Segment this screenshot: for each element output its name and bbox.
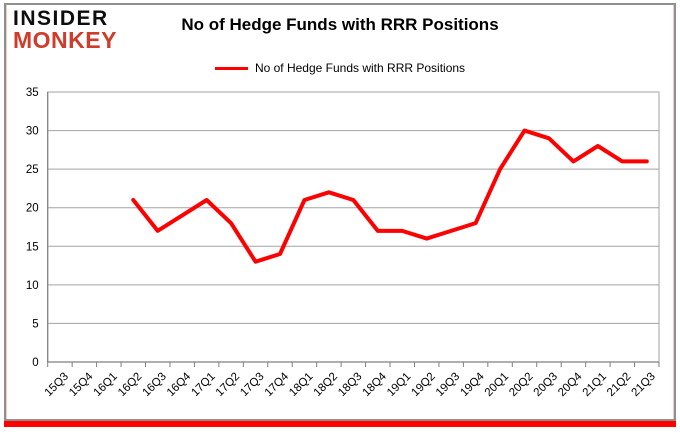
svg-text:16Q1: 16Q1 [92, 371, 120, 399]
svg-text:25: 25 [26, 164, 39, 176]
svg-text:5: 5 [32, 318, 38, 330]
svg-text:15Q4: 15Q4 [67, 370, 96, 399]
legend-label: No of Hedge Funds with RRR Positions [254, 61, 466, 75]
svg-text:17Q4: 17Q4 [263, 370, 292, 399]
frame-bottom-accent [4, 421, 676, 427]
logo-monkey-text: MONKEY [13, 26, 117, 53]
svg-text:18Q1: 18Q1 [287, 371, 315, 399]
svg-text:19Q3: 19Q3 [434, 371, 462, 399]
svg-text:20Q1: 20Q1 [483, 371, 511, 399]
svg-text:16Q3: 16Q3 [140, 371, 168, 399]
svg-text:19Q2: 19Q2 [409, 371, 437, 399]
chart-legend: No of Hedge Funds with RRR Positions [0, 61, 680, 75]
svg-text:15: 15 [26, 241, 39, 253]
svg-text:16Q4: 16Q4 [165, 370, 194, 399]
svg-text:16Q2: 16Q2 [116, 371, 144, 399]
svg-text:35: 35 [26, 87, 39, 99]
legend-line-swatch-icon [214, 66, 248, 70]
svg-text:15Q3: 15Q3 [43, 371, 71, 399]
svg-text:17Q2: 17Q2 [214, 371, 242, 399]
svg-text:20Q4: 20Q4 [556, 370, 585, 399]
svg-text:21Q3: 21Q3 [630, 371, 658, 399]
svg-text:20: 20 [26, 203, 39, 215]
image-frame [4, 3, 676, 421]
svg-text:18Q3: 18Q3 [336, 371, 364, 399]
insider-monkey-logo: INSIDER MONKEY [13, 7, 117, 53]
logo-insider-text: INSIDER [13, 7, 109, 30]
svg-text:17Q3: 17Q3 [238, 371, 266, 399]
chart-title: No of Hedge Funds with RRR Positions [181, 15, 499, 34]
svg-text:18Q2: 18Q2 [312, 371, 340, 399]
svg-text:0: 0 [32, 357, 38, 369]
svg-text:19Q1: 19Q1 [385, 371, 413, 399]
svg-text:20Q3: 20Q3 [532, 371, 560, 399]
svg-text:19Q4: 19Q4 [458, 370, 487, 399]
svg-text:10: 10 [26, 280, 39, 292]
svg-text:21Q2: 21Q2 [605, 371, 633, 399]
svg-text:17Q1: 17Q1 [189, 371, 217, 399]
svg-text:18Q4: 18Q4 [361, 370, 390, 399]
svg-text:20Q2: 20Q2 [507, 371, 535, 399]
svg-text:21Q1: 21Q1 [581, 371, 609, 399]
svg-text:30: 30 [26, 126, 39, 138]
